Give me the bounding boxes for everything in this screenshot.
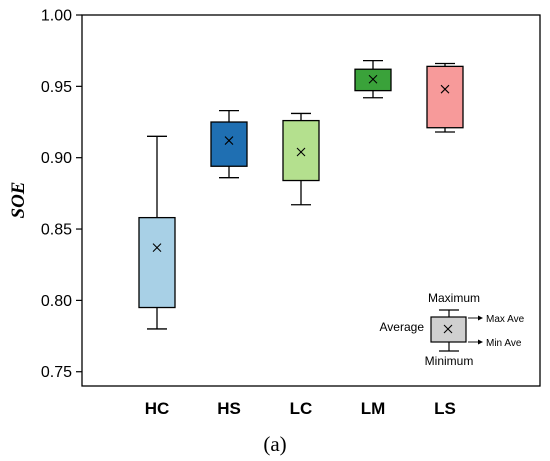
box-body — [426, 65, 464, 129]
box-ls — [426, 62, 464, 133]
mean-marker — [152, 243, 162, 252]
y-tick-label: 0.75 — [41, 364, 72, 381]
box-lc — [282, 112, 320, 206]
legend-maximum-label: Maximum — [428, 291, 480, 305]
box-body — [210, 121, 248, 167]
legend-minimum-label: Minimum — [425, 354, 474, 368]
mean-marker — [224, 136, 234, 145]
mean-marker — [368, 74, 378, 84]
y-axis-label: SOE — [8, 182, 29, 219]
legend-mean-marker — [443, 324, 453, 334]
box-hs — [210, 109, 248, 179]
legend: Maximum Minimum Average Max Ave Min Ave — [380, 291, 525, 368]
figure-caption: (a) — [263, 432, 286, 456]
box-lm — [354, 60, 392, 99]
mean-marker — [440, 84, 450, 94]
y-axis: 0.75 0.80 0.85 0.90 0.95 1.00 — [41, 8, 82, 381]
legend-min-ave-arrowhead — [478, 339, 483, 345]
y-tick-label: 1.00 — [41, 8, 72, 25]
y-tick-label: 0.95 — [41, 79, 72, 96]
legend-min-ave-label: Min Ave — [486, 338, 522, 349]
plot-frame — [81, 14, 541, 387]
plot-border — [81, 14, 541, 387]
mean-marker — [296, 147, 306, 157]
y-tick-label: 0.85 — [41, 222, 72, 239]
x-tick-label: LC — [290, 399, 313, 418]
legend-max-ave-arrowhead — [478, 315, 483, 321]
x-tick-label: HS — [217, 399, 241, 418]
box-series — [138, 60, 464, 330]
x-tick-label: LS — [434, 399, 456, 418]
x-tick-label: HC — [145, 399, 170, 418]
y-tick-label: 0.90 — [41, 150, 72, 167]
y-tick-label: 0.80 — [41, 293, 72, 310]
x-axis-labels: HC HS LC LM LS — [145, 399, 456, 418]
legend-average-label: Average — [380, 320, 425, 334]
legend-max-ave-label: Max Ave — [486, 314, 525, 325]
x-tick-label: LM — [361, 399, 386, 418]
box-body — [138, 216, 176, 309]
box-hc — [138, 135, 176, 330]
box-body — [282, 119, 320, 182]
